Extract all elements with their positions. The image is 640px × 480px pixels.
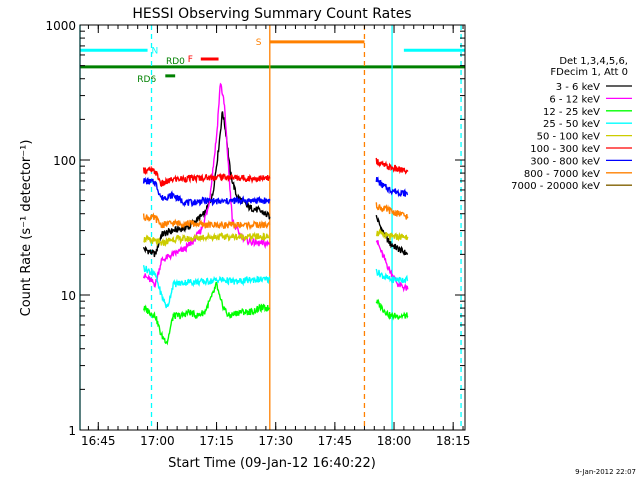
legend: Det 1,3,4,5,6,FDecim 1, Att 0 3 - 6 keV6 …: [511, 56, 632, 192]
x-tick-label: 18:15: [436, 434, 471, 448]
flag-label-rd0: RD0: [166, 57, 185, 67]
series-line-3: [375, 268, 409, 285]
legend-label: 100 - 300 keV: [530, 144, 600, 155]
x-tick-label: 17:15: [199, 434, 234, 448]
legend-label: 3 - 6 keV: [556, 82, 600, 93]
y-tick-label: 10: [61, 289, 76, 303]
x-tick-label: 17:00: [140, 434, 175, 448]
series-line-0: [142, 111, 271, 258]
x-tick-label: 16:45: [81, 434, 116, 448]
y-axis: 1 10 100 1000: [45, 19, 465, 438]
legend-label: 800 - 7000 keV: [524, 169, 600, 180]
y-tick-label: 1: [68, 424, 76, 438]
legend-label: 50 - 100 keV: [537, 132, 601, 143]
x-tick-label: 17:30: [258, 434, 293, 448]
legend-header: Det 1,3,4,5,6,: [559, 56, 628, 67]
series-line-1: [142, 82, 271, 289]
x-tick-label: 17:45: [318, 434, 353, 448]
legend-header: FDecim 1, Att 0: [550, 67, 628, 78]
y-axis-label: Count Rate (s⁻¹ detector⁻¹): [19, 140, 34, 317]
series-line-6: [375, 176, 409, 198]
series-lines: [142, 82, 409, 346]
x-tick-label: 18:00: [377, 434, 412, 448]
series-line-5: [142, 165, 271, 188]
flag-label-rd6: RD6: [137, 75, 156, 85]
series-line-2: [375, 298, 409, 321]
series-line-4: [143, 231, 271, 248]
plot-frame: [79, 24, 466, 431]
flag-label-s: S: [256, 38, 262, 48]
legend-label: 300 - 800 keV: [530, 156, 600, 167]
series-line-3: [142, 265, 271, 309]
series-line-7: [375, 202, 409, 220]
legend-label: 6 - 12 keV: [549, 94, 600, 105]
flag-label-n: N: [152, 46, 159, 56]
series-line-7: [142, 212, 271, 231]
legend-label: 7000 - 20000 keV: [511, 181, 600, 192]
chart-title: HESSI Observing Summary Count Rates: [132, 6, 411, 22]
legend-label: 25 - 50 keV: [543, 119, 600, 130]
series-line-1: [375, 239, 409, 293]
y-tick-label: 1000: [45, 19, 76, 33]
legend-label: 12 - 25 keV: [543, 107, 600, 118]
date-stamp: 9-Jan-2012 22:07: [575, 468, 636, 476]
series-line-2: [142, 281, 271, 346]
series-line-4: [375, 228, 409, 242]
series-line-0: [375, 214, 409, 256]
x-axis: 16:45 17:00 17:15 17:30 17:45 18:00 18:15: [81, 25, 470, 448]
flag-label-f: F: [188, 55, 193, 65]
y-tick-label: 100: [53, 154, 76, 168]
series-line-6: [142, 176, 271, 208]
series-line-5: [375, 157, 409, 175]
vertical-markers: [79, 25, 462, 430]
x-axis-label: Start Time (09-Jan-12 16:40:22): [168, 456, 376, 471]
